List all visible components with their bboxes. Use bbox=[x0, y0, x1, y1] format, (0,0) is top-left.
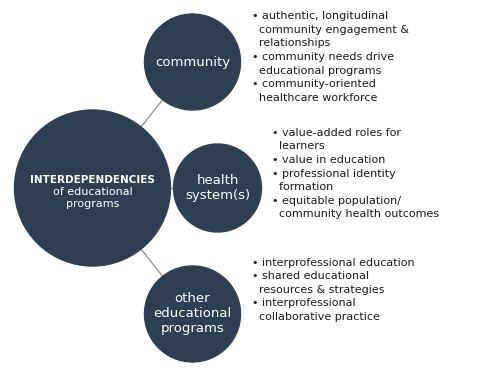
Text: • interprofessional education
• shared educational
  resources & strategies
• in: • interprofessional education • shared e… bbox=[252, 258, 415, 322]
Text: INTERDEPENDENCIES: INTERDEPENDENCIES bbox=[30, 175, 155, 185]
Text: community: community bbox=[155, 56, 230, 68]
Circle shape bbox=[174, 144, 262, 232]
Circle shape bbox=[144, 14, 240, 110]
Text: • value-added roles for
  learners
• value in education
• professional identity
: • value-added roles for learners • value… bbox=[272, 128, 440, 220]
Text: other
educational
programs: other educational programs bbox=[154, 293, 232, 335]
Text: • authentic, longitudinal
  community engagement &
  relationships
• community n: • authentic, longitudinal community enga… bbox=[252, 11, 410, 103]
Text: of educational
programs: of educational programs bbox=[52, 187, 132, 209]
Text: health
system(s): health system(s) bbox=[185, 174, 250, 202]
Circle shape bbox=[144, 266, 240, 362]
Circle shape bbox=[14, 110, 170, 266]
